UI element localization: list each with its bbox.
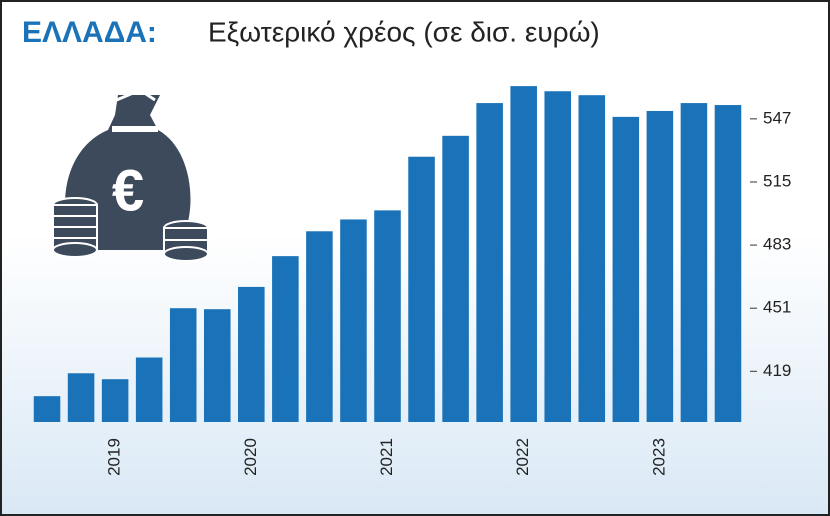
- bar: [272, 256, 299, 422]
- x-tick-label: 2022: [513, 438, 532, 476]
- bar: [203, 309, 231, 422]
- x-tick-label: 2023: [649, 438, 668, 476]
- chart-subtitle: Εξωτερικό χρέος (σε δισ. ευρώ): [208, 16, 600, 47]
- bar: [714, 105, 742, 422]
- bar: [442, 135, 469, 423]
- chart-title: ΕΛΛΑΔΑ:: [22, 16, 157, 49]
- x-tick-label: 2021: [377, 438, 396, 476]
- bar: [238, 286, 265, 422]
- bar: [612, 116, 640, 422]
- bar: [135, 357, 163, 422]
- money-bag-icon: €: [52, 88, 209, 262]
- y-tick-label: 515: [763, 171, 791, 190]
- svg-text:€: €: [112, 158, 144, 223]
- bar: [646, 110, 674, 423]
- bar: [33, 396, 61, 422]
- bar: [408, 156, 435, 422]
- bar: [67, 373, 95, 422]
- y-tick-label: 419: [763, 361, 791, 380]
- y-tick-label: 451: [763, 298, 791, 317]
- bar: [169, 308, 197, 422]
- bar: [101, 379, 129, 422]
- y-tick-label: 483: [763, 235, 791, 254]
- bar: [374, 210, 401, 422]
- bar: [510, 86, 537, 422]
- x-tick-label: 2020: [241, 438, 260, 476]
- bar: [340, 219, 367, 422]
- bar: [578, 95, 606, 422]
- y-tick-label: 547: [763, 108, 791, 127]
- x-tick-label: 2019: [105, 438, 124, 476]
- bar: [544, 91, 572, 422]
- bar: [680, 103, 708, 423]
- bar: [476, 103, 503, 423]
- bar: [306, 231, 333, 422]
